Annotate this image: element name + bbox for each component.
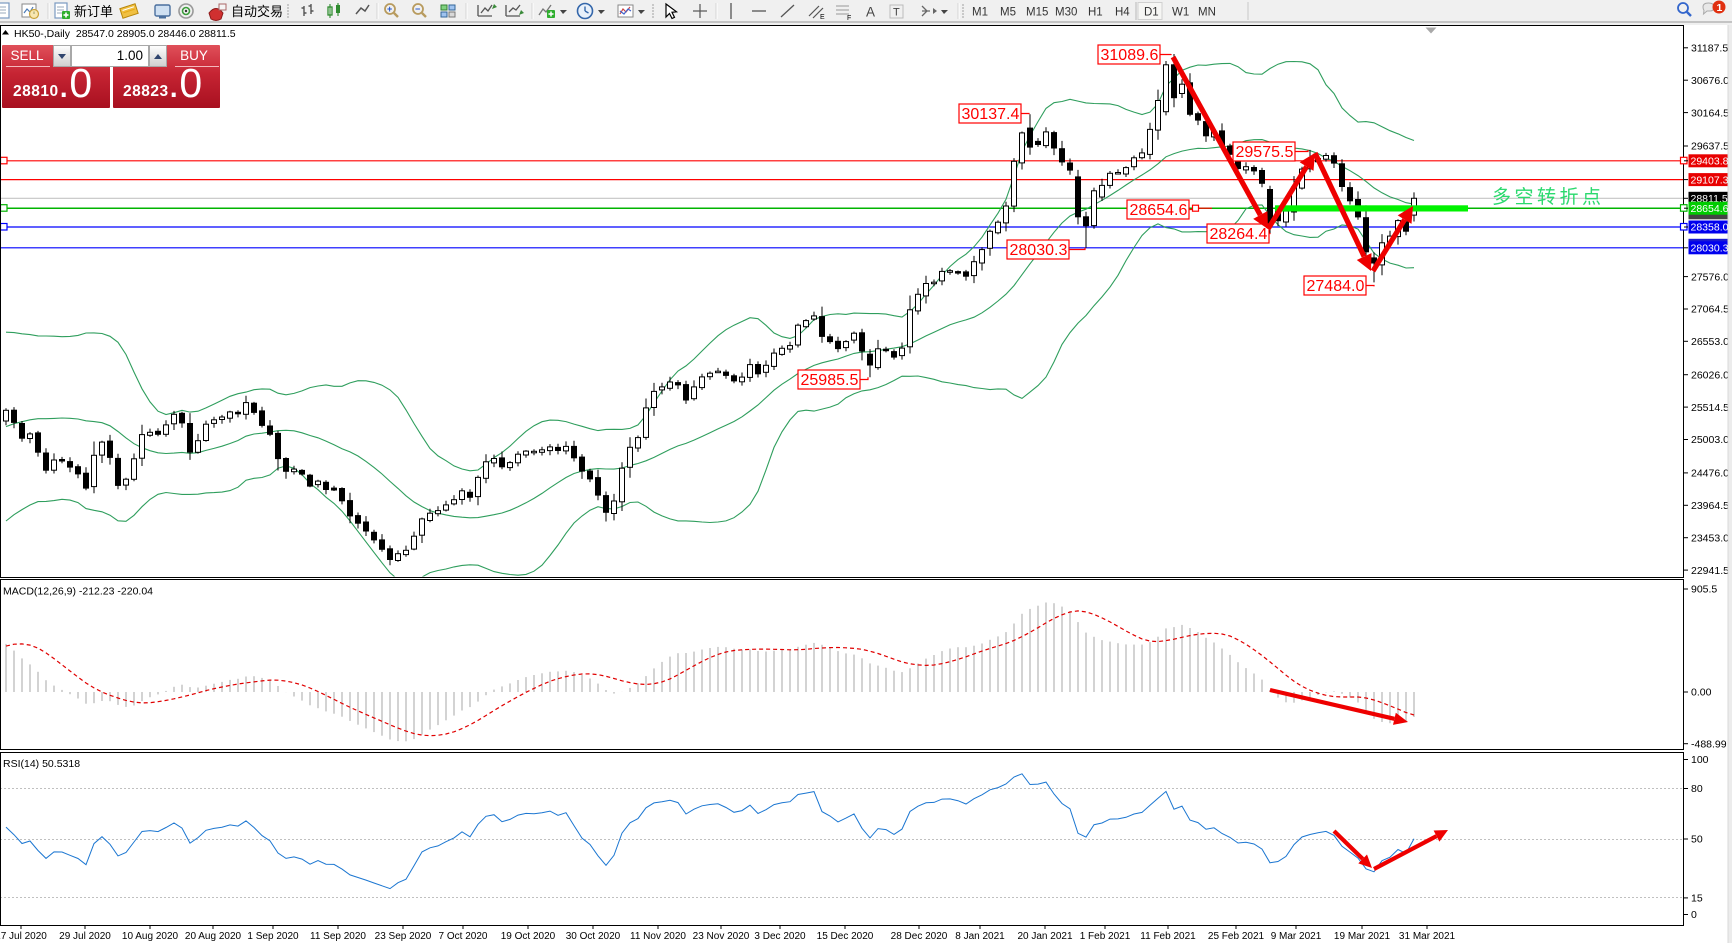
svg-text:23 Sep 2020: 23 Sep 2020 [375, 931, 432, 942]
svg-text:25985.5: 25985.5 [801, 372, 859, 389]
svg-text:31089.6: 31089.6 [1101, 47, 1159, 64]
svg-text:H1: H1 [1088, 7, 1103, 19]
svg-text:F: F [847, 15, 851, 22]
svg-text:−: − [415, 4, 420, 14]
svg-text:11 Nov 2020: 11 Nov 2020 [630, 931, 686, 942]
svg-text:D1: D1 [1144, 7, 1159, 19]
svg-text:20 Jan 2021: 20 Jan 2021 [1017, 931, 1072, 942]
svg-text:29575.5: 29575.5 [1236, 144, 1294, 161]
svg-text:3 Dec 2020: 3 Dec 2020 [754, 931, 806, 942]
svg-text:27064.5: 27064.5 [1691, 304, 1729, 316]
svg-text:19 Mar 2021: 19 Mar 2021 [1334, 931, 1391, 942]
svg-text:905.5: 905.5 [1691, 584, 1717, 596]
svg-text:M5: M5 [1000, 7, 1016, 19]
svg-text:28030.3: 28030.3 [1010, 242, 1068, 259]
svg-text:7 Oct 2020: 7 Oct 2020 [439, 931, 488, 942]
svg-text:+: + [387, 4, 392, 14]
svg-text:17 Jul 2020: 17 Jul 2020 [0, 931, 47, 942]
svg-text:15 Dec 2020: 15 Dec 2020 [817, 931, 874, 942]
svg-text:11 Feb 2021: 11 Feb 2021 [1140, 931, 1196, 942]
svg-text:29403.8: 29403.8 [1691, 156, 1729, 168]
svg-text:M30: M30 [1055, 7, 1077, 19]
svg-text:11 Sep 2020: 11 Sep 2020 [310, 931, 366, 942]
svg-text:28264.4: 28264.4 [1210, 226, 1268, 243]
svg-text:28 Dec 2020: 28 Dec 2020 [891, 931, 948, 942]
svg-text:H4: H4 [1115, 7, 1130, 19]
svg-text:25 Feb 2021: 25 Feb 2021 [1208, 931, 1265, 942]
svg-text:MACD(12,26,9) -212.23 -220.04: MACD(12,26,9) -212.23 -220.04 [3, 586, 153, 598]
svg-text:30137.4: 30137.4 [962, 106, 1020, 123]
svg-text:15: 15 [1691, 893, 1703, 905]
svg-text:8 Jan 2021: 8 Jan 2021 [955, 931, 1005, 942]
svg-text:28358.0: 28358.0 [1691, 222, 1729, 234]
svg-text:A: A [866, 5, 875, 20]
svg-text:30164.5: 30164.5 [1691, 107, 1729, 119]
svg-text:1: 1 [1717, 2, 1723, 14]
svg-text:自动交易: 自动交易 [231, 4, 283, 19]
svg-text:W1: W1 [1172, 7, 1189, 19]
svg-text:E: E [820, 14, 825, 21]
svg-text:23453.0: 23453.0 [1691, 532, 1729, 544]
svg-text:31 Mar 2021: 31 Mar 2021 [1399, 931, 1456, 942]
svg-text:29 Jul 2020: 29 Jul 2020 [59, 931, 111, 942]
svg-text:-488.99: -488.99 [1691, 738, 1727, 750]
svg-text:多空转折点: 多空转折点 [1492, 186, 1605, 208]
svg-text:T: T [893, 7, 900, 19]
svg-text:29107.3: 29107.3 [1691, 174, 1729, 186]
svg-text:1 Feb 2021: 1 Feb 2021 [1080, 931, 1131, 942]
svg-text:RSI(14) 50.5318: RSI(14) 50.5318 [3, 758, 80, 770]
svg-text:27484.0: 27484.0 [1307, 278, 1365, 295]
svg-text:100: 100 [1691, 754, 1709, 766]
svg-text:MN: MN [1198, 7, 1216, 19]
svg-text:27576.0: 27576.0 [1691, 271, 1729, 283]
svg-text:1 Sep 2020: 1 Sep 2020 [247, 931, 299, 942]
svg-text:50: 50 [1691, 834, 1703, 846]
svg-text:30 Oct 2020: 30 Oct 2020 [566, 931, 621, 942]
svg-text:9 Mar 2021: 9 Mar 2021 [1271, 931, 1322, 942]
svg-text:19 Oct 2020: 19 Oct 2020 [501, 931, 556, 942]
svg-text:HK50-,Daily 28547.0 28905.0 2: HK50-,Daily 28547.0 28905.0 28446.0 2881… [14, 28, 236, 40]
svg-text:31187.5: 31187.5 [1691, 43, 1728, 55]
svg-text:25514.5: 25514.5 [1691, 402, 1729, 414]
svg-text:20 Aug 2020: 20 Aug 2020 [185, 931, 242, 942]
svg-text:23 Nov 2020: 23 Nov 2020 [693, 931, 750, 942]
svg-text:26553.0: 26553.0 [1691, 336, 1729, 348]
svg-text:30676.0: 30676.0 [1691, 75, 1729, 87]
svg-text:M1: M1 [972, 7, 988, 19]
svg-text:10 Aug 2020: 10 Aug 2020 [122, 931, 179, 942]
svg-text:0: 0 [1691, 909, 1697, 921]
svg-text:26026.0: 26026.0 [1691, 369, 1729, 381]
svg-text:28654.6: 28654.6 [1691, 203, 1729, 215]
svg-text:25003.0: 25003.0 [1691, 434, 1729, 446]
svg-text:28030.3: 28030.3 [1691, 243, 1729, 255]
svg-text:29637.5: 29637.5 [1691, 141, 1729, 153]
svg-text:22941.5: 22941.5 [1691, 565, 1729, 577]
svg-text:23964.5: 23964.5 [1691, 500, 1729, 512]
svg-text:新订单: 新订单 [74, 4, 113, 19]
svg-text:28654.6: 28654.6 [1130, 202, 1188, 219]
svg-text:0.00: 0.00 [1691, 687, 1712, 699]
svg-text:M15: M15 [1026, 7, 1048, 19]
svg-text:80: 80 [1691, 783, 1703, 795]
svg-text:24476.0: 24476.0 [1691, 468, 1729, 480]
